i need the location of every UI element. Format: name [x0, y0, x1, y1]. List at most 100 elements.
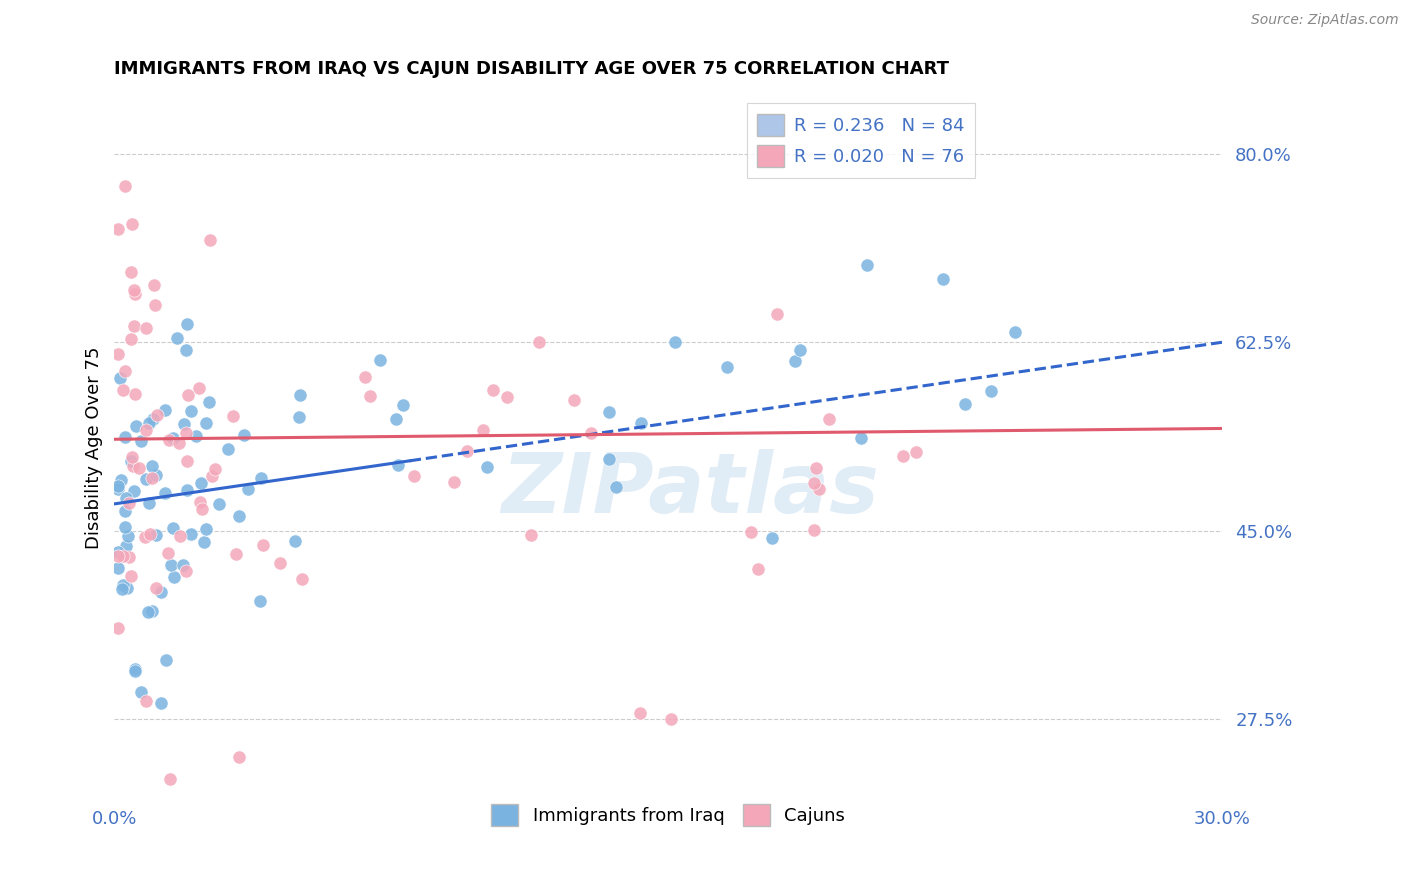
Point: [149, 696, 172, 710]
Point: [579, 425, 602, 440]
Point: [118, 549, 141, 564]
Point: [108, 371, 131, 385]
Point: [138, 496, 160, 510]
Point: [817, 412, 839, 426]
Point: [195, 416, 218, 430]
Point: [135, 424, 157, 438]
Point: [120, 569, 142, 583]
Point: [747, 562, 769, 576]
Point: [368, 352, 391, 367]
Point: [630, 416, 652, 430]
Point: [166, 331, 188, 345]
Point: [456, 443, 478, 458]
Point: [176, 425, 198, 440]
Point: [225, 547, 247, 561]
Point: [145, 527, 167, 541]
Point: [228, 750, 250, 764]
Point: [740, 524, 762, 539]
Point: [122, 458, 145, 473]
Point: [141, 458, 163, 473]
Point: [142, 411, 165, 425]
Point: [387, 458, 409, 473]
Point: [114, 364, 136, 378]
Point: [955, 396, 977, 410]
Point: [628, 706, 651, 720]
Point: [124, 662, 146, 676]
Point: [107, 347, 129, 361]
Point: [157, 433, 180, 447]
Point: [664, 334, 686, 349]
Point: [605, 480, 627, 494]
Point: [174, 564, 197, 578]
Point: [124, 286, 146, 301]
Point: [107, 621, 129, 635]
Point: [111, 582, 134, 597]
Point: [143, 297, 166, 311]
Point: [138, 605, 160, 619]
Point: [804, 461, 827, 475]
Point: [124, 664, 146, 678]
Point: [201, 468, 224, 483]
Point: [120, 332, 142, 346]
Point: [184, 429, 207, 443]
Point: [162, 520, 184, 534]
Point: [114, 520, 136, 534]
Point: [904, 445, 927, 459]
Point: [107, 222, 129, 236]
Point: [145, 468, 167, 483]
Point: [269, 557, 291, 571]
Point: [198, 233, 221, 247]
Point: [496, 390, 519, 404]
Point: [129, 434, 152, 449]
Point: [249, 594, 271, 608]
Point: [807, 483, 830, 497]
Point: [482, 383, 505, 397]
Point: [128, 461, 150, 475]
Point: [135, 321, 157, 335]
Point: [217, 442, 239, 456]
Point: [107, 482, 129, 496]
Point: [803, 523, 825, 537]
Text: IMMIGRANTS FROM IRAQ VS CAJUN DISABILITY AGE OVER 75 CORRELATION CHART: IMMIGRANTS FROM IRAQ VS CAJUN DISABILITY…: [114, 60, 949, 78]
Point: [153, 402, 176, 417]
Legend: Immigrants from Iraq, Cajuns: Immigrants from Iraq, Cajuns: [484, 797, 852, 833]
Point: [931, 271, 953, 285]
Point: [233, 428, 256, 442]
Point: [475, 459, 498, 474]
Point: [191, 502, 214, 516]
Point: [851, 432, 873, 446]
Point: [162, 570, 184, 584]
Point: [193, 534, 215, 549]
Point: [120, 454, 142, 468]
Point: [198, 394, 221, 409]
Point: [354, 370, 377, 384]
Point: [204, 461, 226, 475]
Point: [121, 217, 143, 231]
Point: [443, 475, 465, 489]
Point: [122, 484, 145, 499]
Point: [174, 343, 197, 358]
Point: [250, 471, 273, 485]
Point: [659, 712, 682, 726]
Point: [169, 528, 191, 542]
Point: [115, 581, 138, 595]
Point: [891, 449, 914, 463]
Point: [176, 483, 198, 498]
Point: [180, 404, 202, 418]
Point: [114, 539, 136, 553]
Text: Source: ZipAtlas.com: Source: ZipAtlas.com: [1251, 13, 1399, 28]
Point: [176, 387, 198, 401]
Point: [121, 450, 143, 465]
Point: [208, 497, 231, 511]
Point: [172, 558, 194, 573]
Point: [114, 504, 136, 518]
Point: [114, 179, 136, 194]
Point: [157, 546, 180, 560]
Point: [402, 469, 425, 483]
Point: [391, 398, 413, 412]
Point: [138, 416, 160, 430]
Point: [122, 319, 145, 334]
Point: [160, 558, 183, 573]
Point: [107, 560, 129, 574]
Point: [283, 534, 305, 549]
